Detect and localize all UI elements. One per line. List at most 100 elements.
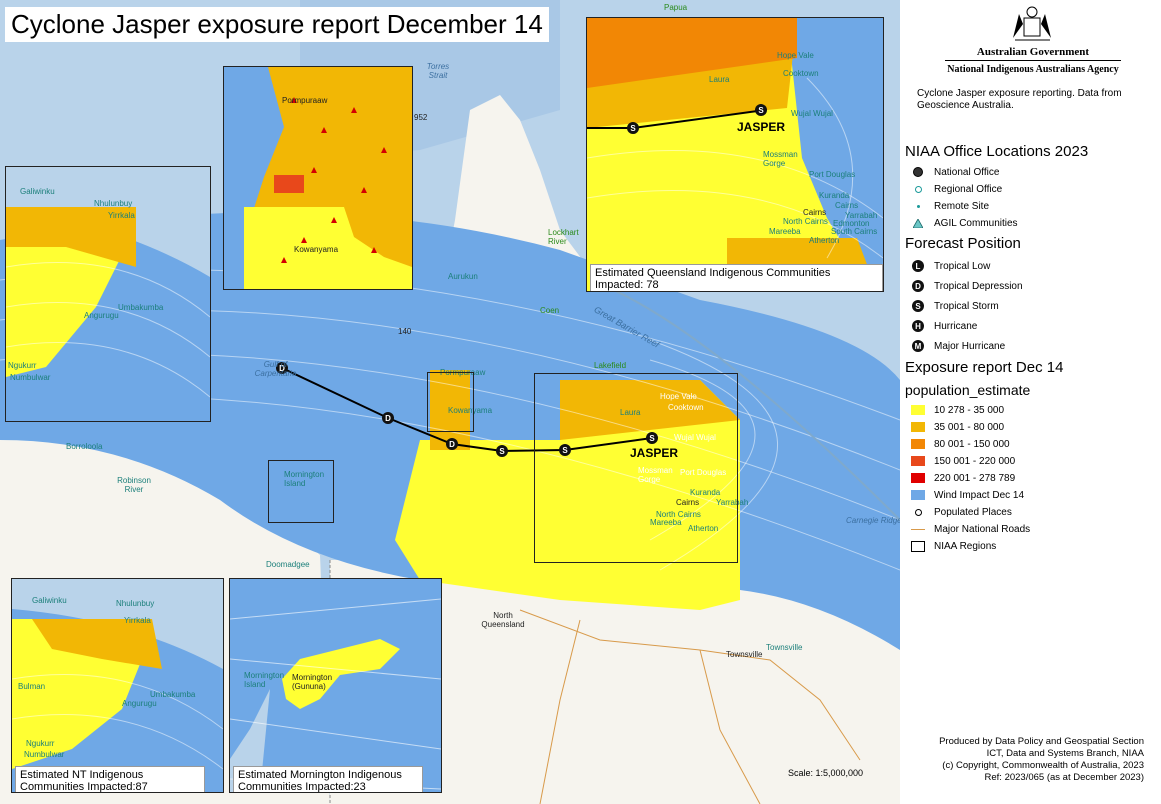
region-box-qld[interactable] [534,373,738,563]
label-townsville: Townsville [766,643,803,652]
inset-nt-top[interactable]: Galiwinku Nhulunbuy Yirrkala Angurugu Um… [5,166,211,422]
inset-pormpuraaw[interactable]: Pormpuraaw Kowanyama [223,66,413,290]
track-point-4[interactable]: S [496,445,508,457]
legend-population-item: 80 001 - 150 000 [911,437,1010,451]
inset-label-atherton: Atherton [809,236,840,245]
inset-label-north-cairns: North Cairns [783,217,828,226]
legend-other-item: Populated Places [911,505,1012,519]
tropical-storm-icon: S [912,300,924,312]
inset-label-port-douglas: Port Douglas [809,170,856,179]
inset-queensland-map [587,18,883,291]
inset-mornington-gununa: Mornington (Gununa) [292,673,333,691]
inset-nt-nhulunbuy: Nhulunbuy [94,199,133,208]
population-swatch-5 [911,473,925,483]
inset-nt-numbulwar: Numbulwar [10,373,51,382]
inset-label-wujal: Wujal Wujal [791,109,833,118]
inset-label-hope-vale: Hope Vale [777,51,814,60]
inset-nt-map [12,579,223,792]
label-port-douglas-main: Port Douglas [680,468,727,477]
inset-mornington-island: Mornington Island [244,671,285,689]
population-swatch-4 [911,456,925,466]
map-frame[interactable]: D D D S S S JASPER Papua Torres Strait G… [0,0,900,804]
legend-other-item: NIAA Regions [911,539,996,553]
inset-mornington[interactable]: Mornington (Gununa) Mornington Island Es… [229,578,442,793]
label-952: 952 [414,113,428,122]
label-mossman-main: Mossman Gorge [638,466,673,484]
population-swatch-3 [911,439,925,449]
inset-pormpuraaw-map [224,67,412,289]
track-point-6[interactable]: S [646,432,658,444]
track-point-2[interactable]: D [382,412,394,424]
credit-line: Ref: 2023/065 (as at December 2023) [984,772,1144,783]
inset-label-kowanyama: Kowanyama [294,245,339,254]
legend-forecast-item: M Major Hurricane [911,339,1005,353]
legend-office-item: Regional Office [911,182,1002,196]
coat-of-arms-icon [1013,6,1051,41]
tropical-low-icon: L [912,260,924,272]
inset-label-cooktown: Cooktown [783,69,819,78]
inset-label-mossman: Mossman Gorge [763,150,798,168]
inset-track-point-1[interactable]: S [627,122,639,134]
inset-nt-yirrkala: Yirrkala [108,211,135,220]
inset-label-pormpuraaw: Pormpuraaw [282,96,328,105]
label-coen: Coen [540,306,560,315]
region-box-icon [911,540,925,552]
label-doomadgee: Doomadgee [266,560,310,569]
scale-label: Scale: 1:5,000,000 [788,768,864,778]
legend-office-item: National Office [911,165,999,179]
hurricane-icon: H [912,320,924,332]
track-point-3[interactable]: D [446,438,458,450]
legend-population-item: 10 278 - 35 000 [911,403,1004,417]
inset-nt-b-nhulunbuy: Nhulunbuy [116,599,155,608]
legend-forecast-heading: Forecast Position [905,235,1021,252]
regional-office-icon [911,183,925,195]
caption-nt: Estimated NT Indigenous Communities Impa… [15,766,205,792]
legend-panel [900,0,1161,804]
label-aurukun: Aurukun [448,272,478,281]
track-point-1[interactable]: D [276,362,288,374]
label-papua: Papua [664,3,688,12]
inset-nt-ngukurr: Ngukurr [8,361,37,370]
caption-mornington: Estimated Mornington Indigenous Communit… [233,766,423,792]
inset-queensland[interactable]: S S JASPER Laura Hope Vale Cooktown Wuja… [586,17,884,292]
agency-name: National Indigenous Australians Agency [947,64,1119,75]
gov-name: Australian Government [976,46,1090,58]
legend-exposure-heading: Exposure report Dec 14 [905,359,1064,376]
inset-label-cairns: Cairns [803,208,827,217]
label-atherton-main: Atherton [688,524,719,533]
remote-site-icon [911,200,925,212]
label-north-cairns-main: North Cairns [656,510,701,519]
inset-nt-b-numbulwar: Numbulwar [24,750,65,759]
legend-population-item: 150 001 - 220 000 [911,454,1015,468]
road-line-icon [911,528,925,530]
inset-nt[interactable]: Galiwinku Nhulunbuy Yirrkala Bulman Umba… [11,578,224,793]
label-wujal-main: Wujal Wujal [674,433,716,442]
label-robinson: Robinson River [117,476,151,494]
inset-label-yarrabah: Yarrabah [845,211,878,220]
inset-label-cairns2: Cairns [835,201,859,210]
label-hope-vale-main: Hope Vale [660,392,697,401]
label-140: 140 [398,327,412,336]
label-carnegie: Carnegie Ridge [846,516,900,525]
gov-divider [945,60,1121,61]
legend-office-item: Remote Site [911,199,989,213]
legend-other-item: Wind Impact Dec 14 [911,488,1024,502]
legend-forecast-item: D Tropical Depression [911,279,1023,293]
track-point-5[interactable]: S [559,444,571,456]
storm-track [281,367,653,453]
legend-forecast-item: S Tropical Storm [911,299,999,313]
inset-nt-galiwinku: Galiwinku [20,187,55,196]
inset-nt-b-ngukurr: Ngukurr [26,739,55,748]
inset-label-kuranda: Kuranda [819,191,850,200]
inset-nt-b-galiwinku: Galiwinku [32,596,67,605]
inset-track-point-2[interactable]: S [755,104,767,116]
label-gulf: Gulf of Carpentaria [254,360,297,378]
region-box-pormpuraaw[interactable] [427,372,474,432]
legend-office-item: AGIL Communities [911,216,1018,230]
label-kuranda-main: Kuranda [690,488,721,497]
credits: Produced by Data Policy and Geospatial S… [939,736,1144,784]
inset-nt-top-map [6,167,210,421]
label-lakefield: Lakefield [594,361,627,370]
region-box-mornington[interactable] [268,460,334,523]
label-yarrabah-main: Yarrabah [716,498,749,507]
